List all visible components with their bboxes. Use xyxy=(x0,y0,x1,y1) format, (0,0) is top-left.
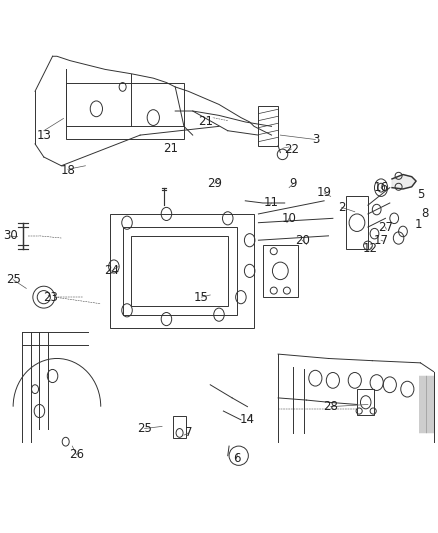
Text: 30: 30 xyxy=(4,229,18,243)
Text: 6: 6 xyxy=(233,452,240,465)
Text: 26: 26 xyxy=(69,448,84,462)
Text: 19: 19 xyxy=(317,187,332,199)
Text: 1: 1 xyxy=(414,219,422,231)
Text: 21: 21 xyxy=(198,116,213,128)
Bar xyxy=(66,83,184,140)
Bar xyxy=(173,416,186,438)
Bar xyxy=(258,106,278,146)
Text: 13: 13 xyxy=(36,128,51,142)
Text: 8: 8 xyxy=(421,207,428,221)
Bar xyxy=(131,236,228,306)
Text: 22: 22 xyxy=(284,143,299,156)
Text: 25: 25 xyxy=(6,273,21,286)
Text: 18: 18 xyxy=(60,164,75,176)
Text: 7: 7 xyxy=(184,426,192,439)
Text: 10: 10 xyxy=(282,212,297,225)
Text: 9: 9 xyxy=(290,177,297,190)
Text: 15: 15 xyxy=(194,290,209,304)
Text: 24: 24 xyxy=(104,264,119,277)
Text: 14: 14 xyxy=(240,413,255,426)
Text: 20: 20 xyxy=(295,233,310,247)
Bar xyxy=(357,389,374,415)
Polygon shape xyxy=(392,174,416,189)
Bar xyxy=(110,214,254,328)
Text: 21: 21 xyxy=(163,142,178,155)
Text: 25: 25 xyxy=(137,422,152,435)
Text: 29: 29 xyxy=(207,177,222,190)
Text: 2: 2 xyxy=(338,201,346,214)
Text: 23: 23 xyxy=(43,290,58,304)
Bar xyxy=(346,197,368,249)
Text: 16: 16 xyxy=(374,181,389,194)
Text: 17: 17 xyxy=(374,233,389,247)
Bar xyxy=(263,245,298,297)
Text: 5: 5 xyxy=(417,188,424,201)
Text: 3: 3 xyxy=(312,133,319,146)
Text: 12: 12 xyxy=(363,243,378,255)
Text: 11: 11 xyxy=(264,197,279,209)
Bar xyxy=(123,227,237,314)
Text: 27: 27 xyxy=(378,221,393,233)
Text: 28: 28 xyxy=(323,400,338,413)
